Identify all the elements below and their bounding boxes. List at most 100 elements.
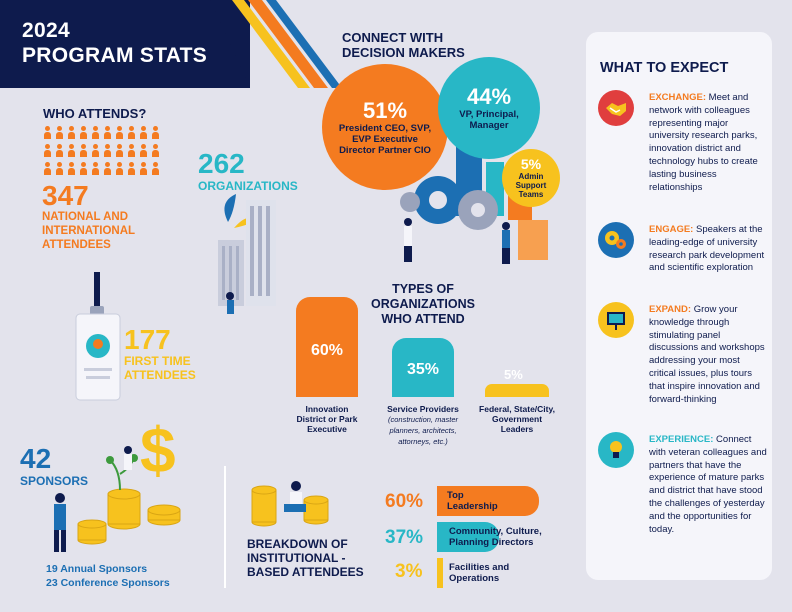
- gears-icon: [598, 222, 634, 258]
- person-icon: [126, 144, 138, 157]
- bar-label: Service Providers (construction, master …: [380, 404, 466, 447]
- person-icon: [54, 144, 66, 157]
- organizations-count: 262: [198, 148, 245, 179]
- person-icon: [42, 144, 54, 157]
- breakdown-label: Community, Culture, Planning Directors: [449, 526, 542, 548]
- breakdown-heading: BREAKDOWN OF INSTITUTIONAL -BASED ATTEND…: [247, 537, 364, 579]
- person-icon: [126, 126, 138, 139]
- annual-sponsors: 19 Annual Sponsors: [46, 563, 148, 575]
- expect-head: EXCHANGE:: [649, 92, 707, 103]
- org-type-bar: [485, 384, 549, 397]
- expect-text: Grow your knowledge through stimulating …: [649, 304, 765, 405]
- bubble-pct: 51%: [362, 97, 408, 123]
- person-icon: [78, 144, 90, 157]
- expect-text: Meet and network with colleagues represe…: [649, 92, 758, 193]
- expect-text: Connect with veteran colleagues and part…: [649, 434, 767, 535]
- person-icon: [90, 162, 102, 175]
- header-stripes-decoration: [210, 0, 342, 88]
- bubble-pct: 5%: [520, 156, 542, 172]
- org-type-bar: 35%: [392, 338, 454, 397]
- expect-item-experience: EXPERIENCE: Connect with veteran colleag…: [649, 434, 767, 536]
- person-icon: [66, 126, 78, 139]
- bar-label-note: (construction, master planners, architec…: [387, 415, 459, 446]
- section-divider: [224, 466, 226, 588]
- expect-item-exchange: EXCHANGE: Meet and network with colleagu…: [649, 92, 767, 194]
- expect-item-expand: EXPAND: Grow your knowledge through stim…: [649, 304, 767, 406]
- sponsors-label: SPONSORS: [20, 474, 89, 488]
- bubble-label: VP, Principal, Manager: [459, 109, 519, 131]
- coins-growth-illustration: $: [54, 414, 181, 552]
- attendee-label: NATIONAL AND INTERNATIONAL ATTENDEES: [42, 211, 135, 251]
- person-icon: [114, 126, 126, 139]
- sponsor-breakdown: 19 Annual Sponsors 23 Conference Sponsor…: [46, 562, 170, 590]
- id-badge-illustration: [75, 272, 121, 401]
- breakdown-bar: [437, 558, 443, 588]
- bar-pct: 5%: [504, 367, 523, 382]
- bar-pct: 35%: [406, 361, 440, 378]
- svg-text:$: $: [140, 414, 176, 486]
- person-icon: [66, 162, 78, 175]
- first-time-label: FIRST TIME ATTENDEES: [124, 354, 196, 382]
- person-icon: [126, 162, 138, 175]
- lightbulb-icon: [598, 432, 634, 468]
- person-icon: [66, 144, 78, 157]
- person-icon: [150, 162, 162, 175]
- person-icon: [42, 126, 54, 139]
- person-icon: [138, 144, 150, 157]
- person-icon: [102, 162, 114, 175]
- bar-label: Innovation District or Park Executive: [296, 404, 358, 434]
- person-icon: [54, 126, 66, 139]
- page-title: 2024 PROGRAM STATS: [22, 18, 207, 68]
- breakdown-bar: Top Leadership: [437, 486, 539, 516]
- person-icon: [102, 144, 114, 157]
- person-icon: [78, 162, 90, 175]
- attendee-count: 347: [42, 180, 89, 211]
- org-types-heading: TYPES OF ORGANIZATIONS WHO ATTEND: [371, 282, 475, 326]
- person-icon: [150, 144, 162, 157]
- breakdown-pct: 3%: [395, 561, 423, 582]
- person-icon: [150, 126, 162, 139]
- expect-head: EXPERIENCE:: [649, 434, 714, 445]
- person-icon: [138, 126, 150, 139]
- person-icon: [78, 126, 90, 139]
- person-icon: [114, 162, 126, 175]
- bar-label-main: Service Providers: [387, 404, 459, 414]
- what-to-expect-heading: WHAT TO EXPECT: [600, 60, 729, 76]
- header-banner: [0, 0, 250, 88]
- expect-head: ENGAGE:: [649, 224, 694, 235]
- organizations-label: ORGANIZATIONS: [198, 179, 298, 193]
- person-icon: [90, 126, 102, 139]
- sponsors-count: 42: [20, 443, 52, 474]
- bubble-label: Admin Support Teams: [515, 172, 547, 199]
- expect-item-engage: ENGAGE: Speakers at the leading-edge of …: [649, 224, 767, 275]
- org-type-bar: 60%: [296, 297, 358, 397]
- bubble-pct: 44%: [466, 84, 512, 109]
- expect-text: Speakers at the leading-edge of universi…: [649, 224, 765, 274]
- coins-laptop-illustration: [251, 481, 329, 527]
- breakdown-label: Top Leadership: [447, 490, 498, 512]
- person-icon: [90, 144, 102, 157]
- bubble-president-ceo: 51% President CEO, SVP, EVP Executive Di…: [322, 64, 448, 190]
- title-main: PROGRAM STATS: [22, 44, 208, 67]
- who-attends-heading: WHO ATTENDS?: [43, 106, 147, 121]
- attendee-icons: [42, 126, 162, 175]
- breakdown-pct: 60%: [385, 491, 424, 512]
- breakdown-pct: 37%: [385, 527, 424, 548]
- city-buildings-illustration: [218, 194, 276, 314]
- first-time-count: 177: [124, 324, 171, 355]
- breakdown-label: Facilities and Operations: [449, 562, 510, 584]
- person-icon: [138, 162, 150, 175]
- presentation-icon: [598, 302, 634, 338]
- bubble-admin-support: 5% Admin Support Teams: [502, 149, 560, 207]
- conference-sponsors: 23 Conference Sponsors: [46, 577, 170, 589]
- person-icon: [42, 162, 54, 175]
- handshake-icon: [598, 90, 634, 126]
- bar-pct: 60%: [310, 342, 344, 359]
- person-icon: [54, 162, 66, 175]
- expect-head: EXPAND:: [649, 304, 692, 315]
- person-icon: [114, 144, 126, 157]
- breakdown-bar: [437, 522, 499, 552]
- bubble-label: President CEO, SVP, EVP Executive Direct…: [338, 122, 432, 156]
- bubble-vp-principal: 44% VP, Principal, Manager: [438, 57, 540, 159]
- title-year: 2024: [22, 19, 70, 42]
